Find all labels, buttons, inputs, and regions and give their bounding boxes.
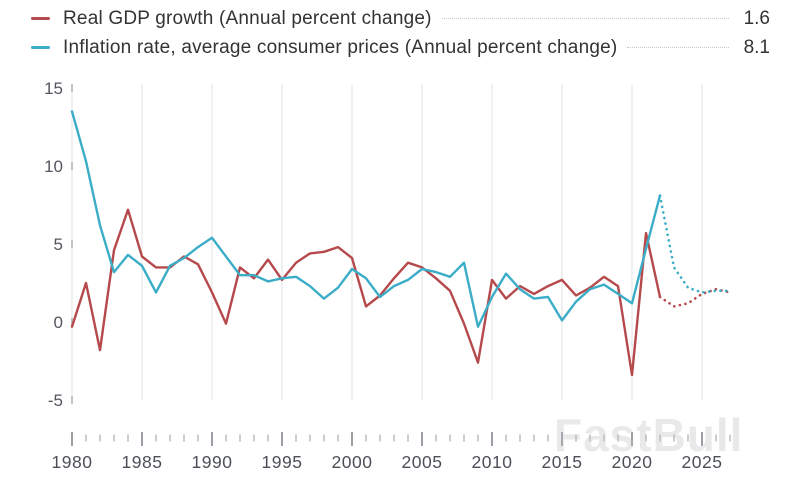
series-forecast-line-inflation[interactable] [658,194,732,294]
legend-label-inflation: Inflation rate, average consumer prices … [63,36,618,58]
y-axis-label: 15 [44,79,63,98]
chart-legend: Real GDP growth (Annual percent change) … [0,4,811,62]
gdp-line-swatch-icon [31,17,50,20]
x-axis-label: 2020 [612,452,653,472]
y-axis-label: 5 [54,235,63,254]
y-axis-label: 10 [44,157,63,176]
series-line-inflation[interactable] [70,110,662,328]
y-axis-label: -5 [48,391,63,410]
legend-item-real-gdp-growth[interactable]: Real GDP growth (Annual percent change) … [0,4,811,33]
legend-value-gdp: 1.6 [743,7,770,29]
legend-value-inflation: 8.1 [743,36,770,58]
x-axis-label: 2015 [542,452,583,472]
x-axis-label: 2010 [472,452,513,472]
x-axis-label: 2000 [332,452,373,472]
x-axis-label: 1995 [262,452,303,472]
y-axis-label: 0 [54,313,63,332]
x-axis-label: 1985 [122,452,163,472]
series-line-gdp[interactable] [70,208,662,377]
legend-leader-line [441,18,729,19]
x-axis-label: 1980 [52,452,93,472]
x-axis-label: 2025 [682,452,723,472]
legend-item-inflation-rate[interactable]: Inflation rate, average consumer prices … [0,33,811,62]
series-forecast-line-gdp[interactable] [658,287,732,308]
legend-leader-line [627,47,729,48]
inflation-line-swatch-icon [31,46,50,49]
x-axis-label: 2005 [402,452,443,472]
x-axis-label: 1990 [192,452,233,472]
legend-label-gdp: Real GDP growth (Annual percent change) [63,7,432,29]
